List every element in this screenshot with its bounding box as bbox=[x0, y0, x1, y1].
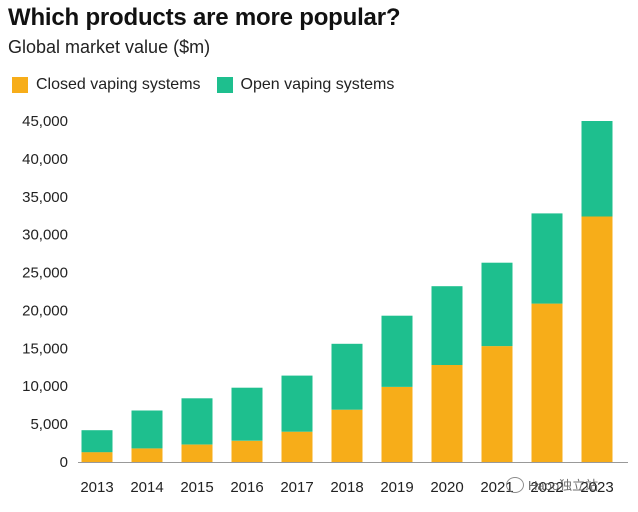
watermark: Haoo独立站 bbox=[506, 475, 598, 494]
y-axis: 0 5,000 10,000 15,000 20,000 25,000 30,000 35,0… bbox=[22, 113, 68, 471]
legend-label-closed: Closed vaping systems bbox=[36, 76, 201, 93]
x-tick-label: 2022 bbox=[530, 479, 563, 496]
y-tick-label: 40,000 bbox=[22, 151, 68, 168]
y-tick-label: 30,000 bbox=[22, 227, 68, 244]
y-tick-label: 10,000 bbox=[22, 378, 68, 395]
x-axis: 2013 2014 2015 2016 2017 2018 2019 2020 2021 2022… bbox=[78, 462, 628, 496]
y-tick-label: 20,000 bbox=[22, 302, 68, 319]
bar-open-2023 bbox=[581, 121, 613, 217]
bar-closed-2015 bbox=[181, 444, 213, 462]
bar-chart: 0 5,000 10,000 15,000 20,000 25,000 30,000 35,0… bbox=[22, 113, 628, 496]
y-tick-label: 5,000 bbox=[30, 416, 68, 433]
chart-legend: Closed vaping systems Open vaping system… bbox=[12, 76, 410, 94]
chart-title: Which products are more popular? bbox=[8, 4, 401, 31]
wechat-icon bbox=[506, 476, 524, 493]
x-tick-label: 2020 bbox=[430, 479, 463, 496]
legend-item-closed: Closed vaping systems bbox=[12, 76, 201, 94]
watermark-text: Haoo独立站 bbox=[528, 478, 599, 493]
bar-open-2021 bbox=[481, 262, 513, 347]
y-tick-label: 45,000 bbox=[22, 113, 68, 130]
x-tick-label: 2015 bbox=[180, 479, 213, 496]
bar-closed-2022 bbox=[531, 303, 563, 462]
bar-open-2019 bbox=[381, 315, 413, 387]
bar-closed-2018 bbox=[331, 409, 363, 462]
bar-closed-2016 bbox=[231, 440, 263, 462]
bar-open-2015 bbox=[181, 398, 213, 445]
bar-closed-2019 bbox=[381, 387, 413, 462]
x-tick-label: 2014 bbox=[130, 479, 163, 496]
legend-swatch-open bbox=[216, 77, 233, 93]
legend-label-open: Open vaping systems bbox=[240, 76, 395, 93]
bar-open-2016 bbox=[231, 387, 263, 441]
bar-open-2022 bbox=[531, 213, 563, 304]
legend-item-open: Open vaping systems bbox=[216, 76, 395, 94]
bar-open-2014 bbox=[131, 410, 163, 449]
bar-open-2017 bbox=[281, 375, 313, 432]
bar-closed-2021 bbox=[481, 346, 513, 462]
bar-open-2013 bbox=[81, 430, 113, 453]
bar-closed-2014 bbox=[131, 448, 163, 462]
y-tick-label: 15,000 bbox=[22, 340, 68, 357]
legend-swatch-closed bbox=[12, 77, 28, 93]
chart-subtitle: Global market value ($m) bbox=[8, 37, 211, 57]
y-tick-label: 35,000 bbox=[22, 189, 68, 206]
bar-closed-2017 bbox=[281, 431, 313, 462]
x-tick-label: 2018 bbox=[330, 479, 363, 496]
bars bbox=[81, 121, 613, 462]
bar-closed-2020 bbox=[431, 365, 463, 462]
x-tick-label: 2021 bbox=[480, 479, 513, 496]
x-tick-label: 2023 bbox=[580, 479, 613, 496]
x-tick-label: 2013 bbox=[80, 479, 113, 496]
x-tick-label: 2016 bbox=[230, 479, 263, 496]
bar-closed-2023 bbox=[581, 216, 613, 462]
y-tick-label: 25,000 bbox=[22, 265, 68, 282]
y-tick-label: 0 bbox=[60, 454, 68, 471]
bar-closed-2013 bbox=[81, 452, 113, 462]
bar-open-2018 bbox=[331, 343, 363, 410]
x-tick-label: 2019 bbox=[380, 479, 413, 496]
bar-open-2020 bbox=[431, 286, 463, 365]
x-tick-label: 2017 bbox=[280, 479, 313, 496]
